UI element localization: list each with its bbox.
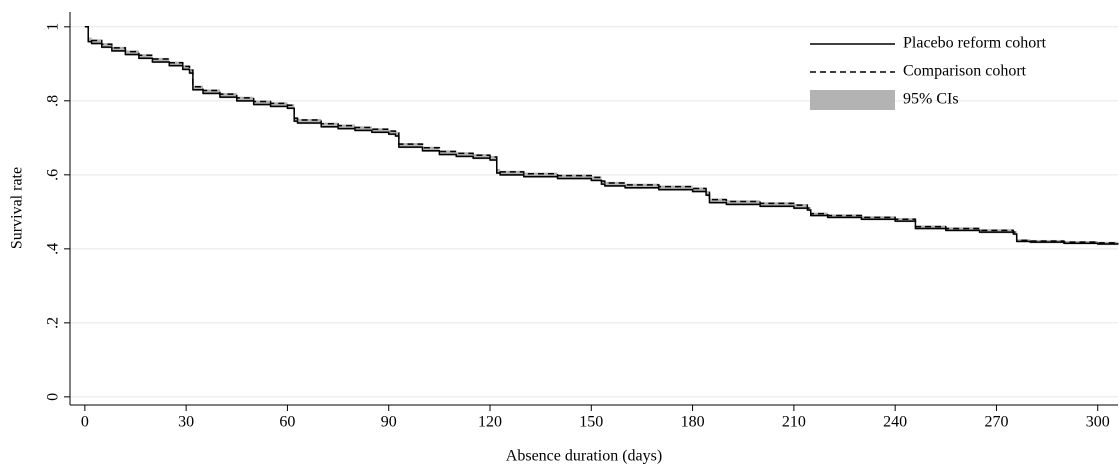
y-axis-title: Survival rate bbox=[9, 167, 26, 249]
ci-band bbox=[294, 117, 298, 123]
legend-label: Placebo reform cohort bbox=[903, 35, 1047, 52]
ci-band bbox=[422, 146, 440, 152]
ci-band bbox=[321, 122, 339, 128]
x-tick-label: 120 bbox=[478, 414, 502, 431]
x-tick-label: 60 bbox=[279, 414, 295, 431]
ci-band bbox=[125, 50, 139, 56]
ci-band bbox=[138, 54, 153, 60]
ci-band bbox=[658, 185, 693, 191]
ci-band bbox=[253, 100, 271, 106]
ci-band bbox=[398, 143, 423, 149]
ci-band bbox=[760, 202, 794, 208]
ci-band bbox=[490, 155, 497, 162]
ci-band bbox=[1013, 231, 1017, 236]
y-tick-label: .4 bbox=[45, 243, 62, 255]
ci-band bbox=[189, 68, 193, 75]
ci-band bbox=[625, 183, 659, 189]
ci-band bbox=[338, 124, 355, 130]
ci-band bbox=[523, 172, 558, 178]
ci-band bbox=[236, 96, 254, 102]
survival-line bbox=[84, 26, 1119, 245]
ci-band bbox=[810, 212, 828, 217]
ci-band bbox=[915, 225, 946, 230]
ci-band bbox=[182, 65, 190, 71]
ci-band bbox=[601, 180, 605, 186]
ci-band bbox=[726, 200, 761, 206]
y-tick-label: .6 bbox=[45, 169, 62, 181]
legend-label: Comparison cohort bbox=[903, 63, 1027, 80]
ci-band bbox=[945, 227, 980, 232]
ci-band bbox=[395, 131, 399, 138]
y-tick-label: 0 bbox=[45, 393, 62, 401]
ci-band bbox=[604, 181, 626, 188]
ci-band bbox=[91, 39, 102, 45]
ci-band bbox=[152, 57, 170, 64]
ci-band bbox=[287, 104, 295, 110]
ci-band bbox=[912, 218, 916, 223]
x-tick-label: 150 bbox=[579, 414, 603, 431]
ci-band bbox=[439, 150, 457, 156]
ci-band bbox=[979, 229, 1014, 234]
x-tick-label: 0 bbox=[81, 414, 89, 431]
ci-band bbox=[456, 152, 474, 158]
ci-band bbox=[807, 207, 811, 212]
ci-band bbox=[557, 174, 592, 180]
ci-band bbox=[270, 102, 288, 108]
ci-band bbox=[101, 43, 112, 49]
ci-band bbox=[895, 218, 913, 223]
ci-band bbox=[354, 126, 372, 132]
x-tick-label: 240 bbox=[883, 414, 907, 431]
ci-band bbox=[496, 168, 501, 175]
ci-band bbox=[219, 93, 237, 99]
ci-band bbox=[388, 130, 396, 136]
x-tick-label: 300 bbox=[1086, 414, 1110, 431]
ci-band bbox=[827, 214, 862, 219]
x-axis-title: Absence duration (days) bbox=[506, 448, 662, 465]
y-tick-label: .2 bbox=[45, 317, 62, 329]
ci-band bbox=[371, 128, 389, 134]
ci-band bbox=[793, 204, 808, 210]
ci-band bbox=[88, 37, 92, 43]
x-tick-label: 270 bbox=[984, 414, 1008, 431]
ci-band bbox=[192, 85, 204, 91]
ci-band bbox=[591, 176, 602, 182]
y-tick-label: .8 bbox=[45, 95, 62, 107]
x-tick-label: 90 bbox=[381, 414, 397, 431]
x-tick-label: 30 bbox=[178, 414, 194, 431]
ci-band bbox=[709, 198, 727, 204]
x-tick-label: 180 bbox=[681, 414, 705, 431]
ci-band bbox=[473, 154, 491, 160]
ci-band bbox=[861, 216, 896, 221]
ci-band bbox=[169, 61, 183, 67]
survival-line bbox=[84, 26, 1119, 244]
legend-label: 95% CIs bbox=[903, 91, 959, 108]
ci-band bbox=[500, 170, 524, 176]
ci-band bbox=[692, 187, 707, 193]
ci-band bbox=[706, 191, 710, 197]
legend-swatch bbox=[810, 90, 895, 110]
ci-band bbox=[203, 89, 220, 95]
ci-band bbox=[297, 118, 322, 125]
ci-band bbox=[111, 46, 126, 52]
x-tick-label: 210 bbox=[782, 414, 806, 431]
y-tick-label: 1 bbox=[45, 23, 62, 31]
